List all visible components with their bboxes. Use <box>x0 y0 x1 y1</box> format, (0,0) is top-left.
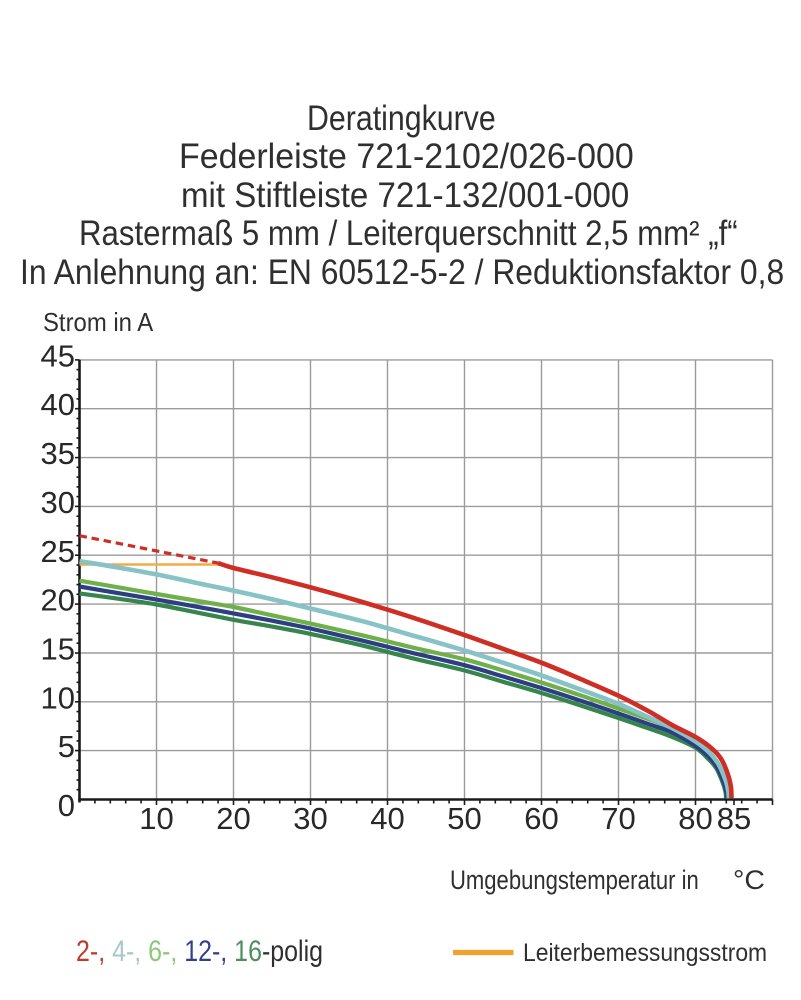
svg-text:10: 10 <box>41 680 75 715</box>
svg-text:80: 80 <box>678 801 712 836</box>
svg-text:20: 20 <box>41 583 75 618</box>
svg-text:5: 5 <box>58 729 75 764</box>
svg-text:30: 30 <box>41 485 75 520</box>
svg-text:35: 35 <box>41 436 75 471</box>
svg-text:40: 40 <box>370 801 404 836</box>
svg-text:30: 30 <box>293 801 327 836</box>
svg-text:50: 50 <box>447 801 481 836</box>
svg-text:70: 70 <box>601 801 635 836</box>
svg-text:0: 0 <box>58 788 75 823</box>
svg-text:40: 40 <box>41 387 75 422</box>
svg-text:10: 10 <box>139 801 173 836</box>
svg-text:15: 15 <box>41 632 75 667</box>
svg-text:45: 45 <box>41 338 75 373</box>
svg-text:85: 85 <box>717 801 751 836</box>
svg-text:25: 25 <box>41 534 75 569</box>
svg-text:20: 20 <box>216 801 250 836</box>
svg-text:60: 60 <box>524 801 558 836</box>
